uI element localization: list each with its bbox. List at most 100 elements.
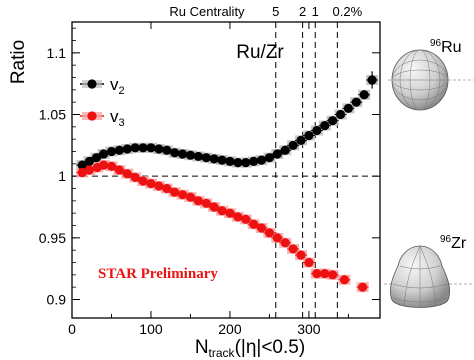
data-point-v2 bbox=[312, 125, 322, 136]
zr-isotope-label: 96Zr bbox=[440, 234, 467, 252]
data-point-v3 bbox=[241, 214, 251, 224]
x-tick-label: 300 bbox=[297, 321, 321, 337]
preliminary-banner: STAR Preliminary bbox=[98, 266, 218, 282]
x-axis-label: Ntrack(|η|<0.5) bbox=[195, 337, 305, 360]
data-point-v2 bbox=[343, 103, 354, 113]
data-point-v2 bbox=[241, 158, 251, 168]
data-point-v2 bbox=[280, 145, 290, 155]
svg-text:v2: v2 bbox=[110, 75, 125, 97]
data-point-v2 bbox=[98, 149, 109, 159]
data-point-v3 bbox=[193, 196, 203, 206]
data-point-v3 bbox=[98, 160, 109, 170]
data-point-v2 bbox=[91, 153, 102, 163]
x-axis-label-rest: (|η|<0.5) bbox=[235, 337, 306, 358]
x-tick-label: 0 bbox=[68, 321, 76, 337]
data-point-v3 bbox=[177, 190, 188, 200]
data-point-v3 bbox=[138, 176, 148, 186]
legend-entry-v3: v3 bbox=[80, 107, 125, 129]
data-point-v3 bbox=[185, 192, 196, 202]
data-point-v2 bbox=[122, 144, 132, 154]
data-point-v2 bbox=[162, 145, 172, 155]
data-point-v3 bbox=[272, 233, 282, 243]
legend-label-v3-sub: 3 bbox=[119, 117, 125, 129]
data-point-v2 bbox=[335, 109, 346, 120]
data-point-v2 bbox=[177, 149, 188, 159]
data-point-v3 bbox=[312, 269, 322, 279]
data-points bbox=[76, 71, 379, 292]
data-point-v2 bbox=[288, 140, 298, 150]
data-point-v3 bbox=[146, 178, 156, 189]
y-axis-label: Ratio bbox=[8, 40, 29, 84]
axis-ticks: 0 100 200 300 0.9 0.95 1 1.05 1.1 bbox=[39, 22, 380, 337]
plot-frame bbox=[71, 21, 381, 319]
x-tick-label: 200 bbox=[218, 321, 242, 337]
data-point-v3 bbox=[296, 250, 306, 260]
data-point-v2 bbox=[130, 143, 140, 153]
chart-title: Ru/Zr bbox=[236, 42, 284, 63]
data-point-v2 bbox=[264, 153, 275, 163]
data-point-v2 bbox=[138, 143, 148, 153]
top-axis-label: Ru Centrality bbox=[169, 4, 245, 19]
legend-marker-v2 bbox=[87, 79, 97, 89]
data-point-v2 bbox=[201, 153, 211, 163]
y-tick-label: 0.95 bbox=[39, 230, 66, 246]
data-point-v2 bbox=[146, 143, 156, 153]
data-point-v2 bbox=[84, 156, 94, 166]
legend-label-v2-sub: 2 bbox=[119, 85, 125, 97]
y-tick-label: 0.9 bbox=[47, 292, 67, 308]
ru-element: Ru bbox=[441, 39, 461, 56]
data-point-v2 bbox=[170, 148, 180, 158]
data-point-v3 bbox=[304, 257, 314, 268]
data-point-v3 bbox=[256, 223, 267, 233]
data-point-v3 bbox=[162, 183, 172, 194]
data-point-v3 bbox=[201, 198, 211, 208]
ru-nucleus-icon bbox=[388, 49, 474, 111]
data-point-v3 bbox=[84, 165, 94, 175]
data-point-v3 bbox=[288, 244, 298, 254]
data-point-v3 bbox=[328, 270, 338, 280]
legend-marker-v3 bbox=[87, 111, 97, 121]
legend-label-v2: v bbox=[110, 75, 119, 94]
ru-isotope-label: 96Ru bbox=[430, 38, 462, 56]
data-point-v2 bbox=[296, 135, 306, 145]
data-point-v2 bbox=[106, 146, 117, 157]
zr-nucleus-icon bbox=[384, 245, 474, 308]
data-point-v2 bbox=[320, 121, 330, 131]
data-point-v3 bbox=[209, 202, 219, 212]
data-point-v2 bbox=[225, 156, 235, 166]
data-point-v2 bbox=[272, 149, 282, 159]
data-point-v3 bbox=[339, 275, 350, 285]
data-point-v2 bbox=[217, 155, 227, 165]
legend-label-v3: v bbox=[110, 107, 119, 126]
y-tick-label: 1 bbox=[58, 168, 66, 184]
centrality-label: 5 bbox=[272, 4, 279, 19]
legend-entry-v2: v2 bbox=[80, 75, 125, 97]
data-point-v2 bbox=[154, 144, 164, 154]
data-point-v3 bbox=[77, 167, 87, 178]
x-axis-label-sub: track bbox=[209, 346, 236, 360]
zr-mass-number: 96 bbox=[440, 234, 452, 245]
data-point-v3 bbox=[114, 165, 124, 175]
data-point-v3 bbox=[122, 169, 132, 179]
data-point-v2 bbox=[328, 116, 338, 126]
ru-mass-number: 96 bbox=[430, 38, 442, 49]
centrality-label: 2 bbox=[299, 4, 306, 19]
data-point-v2 bbox=[77, 160, 87, 170]
data-point-v3 bbox=[225, 208, 235, 218]
data-point-v3 bbox=[320, 269, 330, 279]
y-tick-label: 1.1 bbox=[47, 45, 67, 61]
data-point-v3 bbox=[264, 228, 275, 238]
centrality-label: 1 bbox=[312, 4, 319, 19]
data-point-v2 bbox=[351, 97, 361, 107]
data-point-v2 bbox=[185, 150, 196, 160]
data-point-v3 bbox=[233, 212, 243, 222]
x-axis-label-main: N bbox=[195, 337, 209, 358]
data-point-v2 bbox=[256, 155, 267, 165]
y-tick-label: 1.05 bbox=[39, 107, 66, 123]
data-point-v3 bbox=[154, 181, 164, 191]
data-point-v2 bbox=[249, 156, 259, 166]
data-point-v3 bbox=[217, 206, 227, 216]
centrality-lines: 5 2 1 0.2% bbox=[272, 4, 363, 318]
data-point-v3 bbox=[130, 172, 140, 182]
